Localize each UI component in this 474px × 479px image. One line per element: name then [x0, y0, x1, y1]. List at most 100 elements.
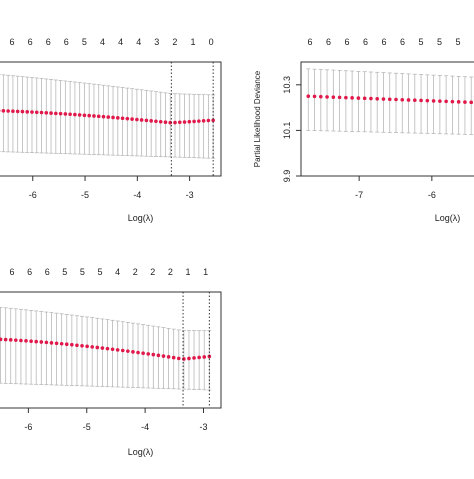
mean-point — [21, 110, 25, 114]
mean-point — [413, 98, 417, 102]
top-count-label: 6 — [381, 37, 386, 47]
top-count-label: 4 — [100, 37, 105, 47]
mean-point — [24, 339, 28, 343]
top-count-label: 6 — [344, 37, 349, 47]
mean-point — [92, 114, 96, 118]
top-count-label: 5 — [80, 267, 85, 277]
top-count-label: 5 — [97, 267, 102, 277]
top-count-label: 5 — [455, 37, 460, 47]
mean-point — [11, 109, 15, 113]
mean-point — [363, 97, 367, 101]
mean-point — [65, 342, 69, 346]
plot-frame-bottom-left — [0, 292, 221, 408]
x-tick-label: -4 — [133, 190, 141, 200]
mean-point — [68, 112, 72, 116]
mean-point — [106, 115, 110, 119]
mean-point — [0, 338, 2, 342]
mean-point — [344, 96, 348, 100]
mean-point — [178, 120, 182, 124]
mean-point — [87, 114, 91, 118]
mean-point — [39, 340, 43, 344]
top-count-label: 4 — [115, 267, 120, 277]
mean-point — [357, 96, 361, 100]
top-count-label: 6 — [326, 37, 331, 47]
top-count-label: 5 — [418, 37, 423, 47]
mean-point — [6, 109, 10, 113]
x-tick-label: -4 — [141, 422, 149, 432]
mean-point — [197, 119, 201, 123]
mean-point — [173, 121, 177, 125]
top-count-label: 1 — [185, 267, 190, 277]
top-count-label: 6 — [28, 37, 33, 47]
top-count-label: 6 — [45, 267, 50, 277]
top-count-label: 4 — [136, 37, 141, 47]
mean-point — [96, 346, 100, 350]
mean-point — [141, 351, 145, 355]
mean-point — [426, 99, 430, 103]
mean-point — [64, 112, 68, 116]
mean-point — [55, 341, 59, 345]
y-tick-label: 9.9 — [282, 170, 292, 183]
mean-point — [25, 110, 29, 114]
mean-point — [207, 119, 211, 123]
mean-point — [177, 357, 181, 361]
mean-point — [172, 356, 176, 360]
mean-point — [146, 352, 150, 356]
top-count-label: 6 — [307, 37, 312, 47]
mean-point — [111, 116, 115, 120]
x-tick-label: -6 — [29, 190, 37, 200]
mean-point — [432, 99, 436, 103]
mean-point — [106, 347, 110, 351]
mean-point — [313, 95, 317, 99]
mean-point — [85, 345, 89, 349]
mean-point — [44, 111, 48, 115]
mean-point — [419, 99, 423, 103]
mean-point — [157, 354, 161, 358]
mean-point — [29, 339, 33, 343]
top-count-label: 1 — [203, 267, 208, 277]
y-tick-label: 10.3 — [282, 76, 292, 94]
mean-point — [407, 98, 411, 102]
mean-point — [325, 95, 329, 99]
mean-point — [183, 120, 187, 124]
mean-point — [126, 117, 130, 121]
top-count-label: 6 — [64, 37, 69, 47]
mean-point — [70, 343, 74, 347]
mean-point — [438, 99, 442, 103]
mean-point — [319, 95, 323, 99]
mean-point — [149, 119, 153, 123]
mean-point — [102, 115, 106, 119]
mean-point — [111, 347, 115, 351]
mean-point — [49, 111, 53, 115]
mean-point — [192, 120, 196, 124]
mean-point — [140, 118, 144, 122]
mean-point — [75, 343, 79, 347]
mean-point — [45, 341, 49, 345]
top-count-label: 6 — [27, 267, 32, 277]
mean-point — [135, 118, 139, 122]
mean-point — [202, 119, 206, 123]
plot-frame-top-left — [0, 62, 221, 176]
mean-point — [83, 113, 87, 117]
mean-point — [159, 120, 163, 124]
mean-point — [97, 115, 101, 119]
mean-point — [457, 100, 461, 104]
mean-point — [116, 348, 120, 352]
top-count-label: 1 — [190, 37, 195, 47]
top-count-label: 2 — [133, 267, 138, 277]
mean-point — [188, 120, 192, 124]
mean-point — [350, 96, 354, 100]
mean-point — [394, 98, 398, 102]
mean-point — [152, 353, 156, 357]
mean-point — [136, 351, 140, 355]
mean-point — [182, 357, 186, 361]
mean-point — [121, 116, 125, 120]
mean-point — [164, 120, 168, 124]
mean-point — [4, 338, 8, 342]
mean-point — [375, 97, 379, 101]
mean-point — [332, 95, 336, 99]
mean-point — [130, 117, 134, 121]
x-tick-label: -5 — [83, 422, 91, 432]
top-count-label: 3 — [154, 37, 159, 47]
top-count-label: 6 — [363, 37, 368, 47]
